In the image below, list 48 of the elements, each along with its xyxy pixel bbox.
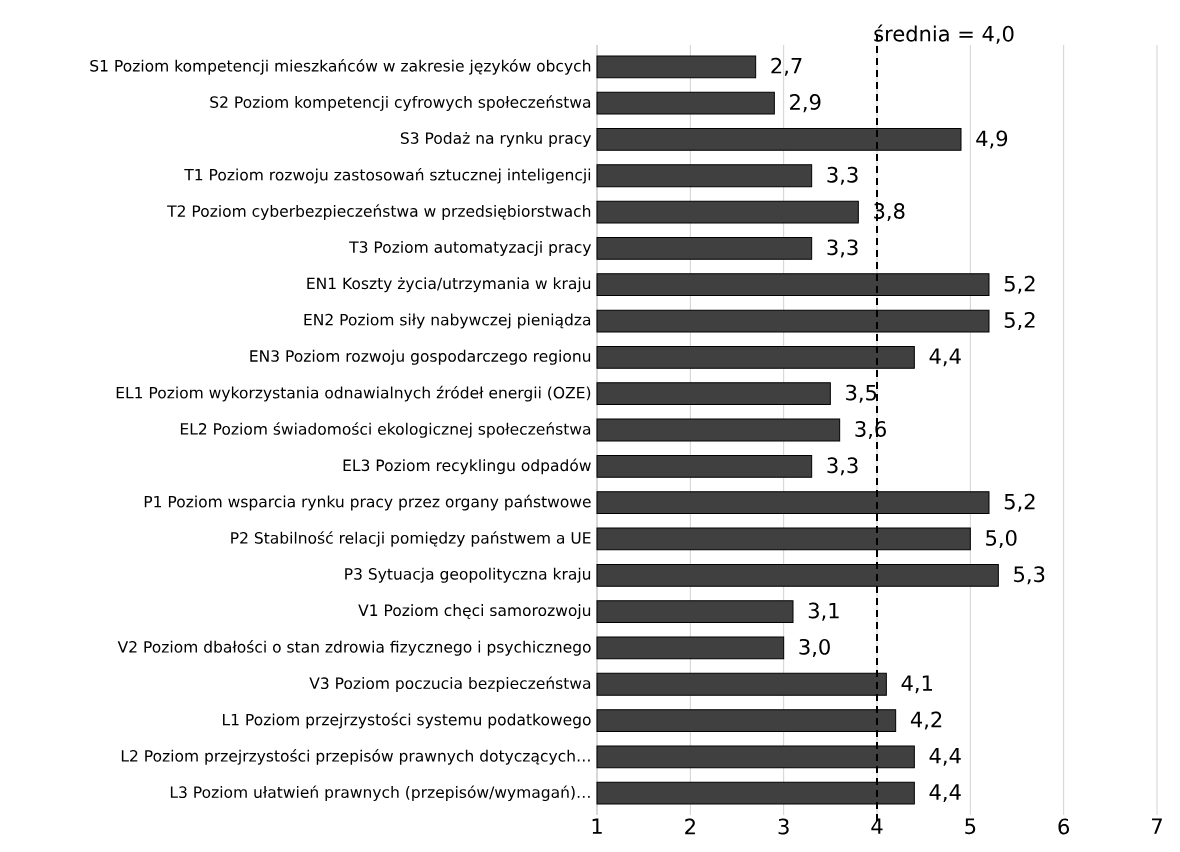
y-tick-label: EN3 Poziom rozwoju gospodarczego regionu <box>250 349 591 365</box>
data-label: 5,2 <box>1004 493 1035 512</box>
y-tick-label: T2 Poziom cyberbezpieczeństwa w przedsiębiorstwach <box>167 204 591 220</box>
y-tick-label: L2 Poziom przejrzystości przepisów prawnych dotyczących… <box>121 749 590 765</box>
y-tick-label: L1 Poziom przejrzystości systemu podatkowego <box>223 712 591 729</box>
data-label: 5,2 <box>1004 312 1035 331</box>
data-label: 3,5 <box>846 384 877 403</box>
y-tick-label: EN2 Poziom siły nabywczej pieniądza <box>304 313 591 329</box>
data-label: 4,1 <box>901 675 932 694</box>
data-label: 2,7 <box>771 57 802 76</box>
data-label: 5,3 <box>1014 566 1045 585</box>
data-label: 4,4 <box>929 348 961 367</box>
y-tick-label: P3 Sytuacja geopolityczna kraju <box>345 567 591 583</box>
y-tick-label: EN1 Koszty życia/utrzymania w kraju <box>307 277 591 293</box>
x-tick-label: 1 <box>592 818 602 834</box>
data-label: 3,3 <box>827 457 858 476</box>
data-label: 3,3 <box>827 166 858 185</box>
x-tick-label: 3 <box>778 818 789 835</box>
y-tick-label: T1 Poziom rozwoju zastosowań sztucznej inteligencji <box>184 167 591 184</box>
data-label: 3,1 <box>808 602 839 621</box>
ref-line-label: średnia = 4,0 <box>874 24 1014 44</box>
x-tick-label: 4 <box>871 818 883 834</box>
x-tick-label: 7 <box>1152 818 1162 834</box>
y-tick-label: S2 Poziom kompetencji cyfrowych społeczeństwa <box>210 95 591 111</box>
data-label: 4,4 <box>929 748 961 766</box>
y-tick-label: L3 Poziom ułatwień prawnych (przepisów/wymagań)… <box>170 785 590 802</box>
data-label: 3,0 <box>799 638 830 657</box>
data-label: 3,3 <box>827 239 858 258</box>
y-tick-label: T3 Poziom automatyzacji pracy <box>349 240 592 256</box>
data-label: 2,9 <box>790 94 821 113</box>
x-tick-label: 2 <box>685 818 695 835</box>
data-label: 5,2 <box>1004 275 1035 294</box>
data-label: 5,0 <box>986 529 1017 548</box>
y-tick-label: EL2 Poziom świadomości ekologicznej społeczeństwa <box>180 422 591 438</box>
y-tick-label: EL3 Poziom recyklingu odpadów <box>343 458 591 475</box>
data-label: 4,2 <box>910 711 942 730</box>
y-tick-label: S3 Podaż na rynku pracy <box>400 131 592 147</box>
y-tick-label: V3 Poziom poczucia bezpieczeństwa <box>309 676 591 693</box>
y-tick-label: S1 Poziom kompetencji mieszkańców w zakresie języków obcych <box>90 58 591 75</box>
data-label: 4,4 <box>929 784 961 803</box>
y-tick-label: P2 Stabilność relacji pomiędzy państwem a UE <box>231 531 591 547</box>
y-tick-label: V1 Poziom chęci samorozwoju <box>358 604 591 620</box>
x-tick-label: 6 <box>1058 818 1070 835</box>
data-label: 4,9 <box>976 130 1008 149</box>
y-tick-label: P1 Poziom wsparcia rynku pracy przez organy państwowe <box>144 494 591 511</box>
y-tick-label: V2 Poziom dbałości o stan zdrowia fizycznego i psychicznego <box>117 640 591 656</box>
x-tick-label: 5 <box>965 818 976 835</box>
y-tick-label: EL1 Poziom wykorzystania odnawialnych źródeł energii (OZE) <box>116 385 591 402</box>
